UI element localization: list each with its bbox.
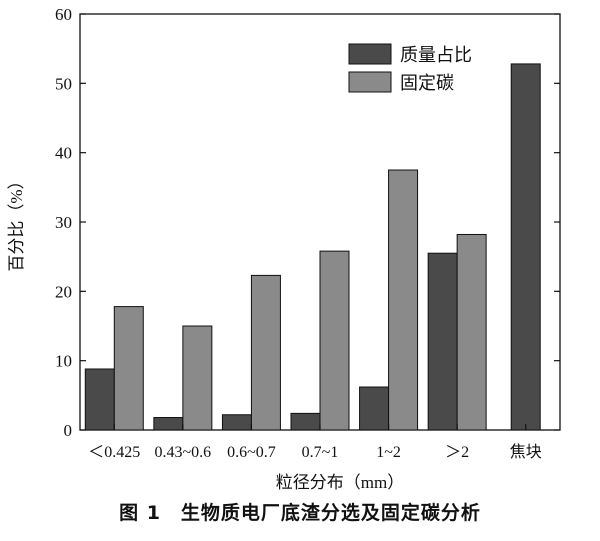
x-tick-label: 0.6~0.7	[227, 444, 276, 461]
x-tick-label: 焦块	[510, 443, 542, 461]
legend-swatch	[348, 43, 392, 65]
bar-mass-ratio	[427, 252, 458, 431]
y-tick-label: 30	[55, 213, 72, 232]
bar-mass-ratio	[510, 63, 541, 431]
y-tick-label: 60	[55, 5, 72, 24]
x-tick-label: 0.7~1	[302, 444, 339, 461]
bar-fixed-carbon	[388, 169, 419, 431]
bar-mass-ratio	[84, 368, 115, 431]
bar-mass-ratio	[221, 414, 252, 431]
x-tick-label: ＞2	[445, 444, 469, 461]
y-tick-label: 0	[64, 421, 73, 440]
bar-mass-ratio	[290, 412, 321, 431]
x-tick-label: 1~2	[376, 444, 401, 461]
y-tick-label: 10	[55, 352, 72, 371]
y-tick-label: 40	[55, 144, 72, 163]
bar-fixed-carbon	[250, 274, 281, 431]
legend-label: 质量占比	[400, 45, 472, 65]
x-tick-label: 0.43~0.6	[155, 444, 212, 461]
bar-fixed-carbon	[319, 250, 350, 431]
figure-caption: 图 1 生物质电厂底渣分选及固定碳分析	[119, 502, 481, 524]
y-axis-label: 百分比（%）	[7, 172, 26, 271]
bar-mass-ratio	[153, 417, 184, 431]
y-tick-label: 50	[55, 74, 72, 93]
bar-fixed-carbon	[182, 325, 213, 431]
x-tick-label: ＜0.425	[88, 444, 140, 461]
legend-label: 固定碳	[400, 73, 454, 93]
bars	[84, 63, 541, 431]
bar-fixed-carbon	[456, 233, 487, 431]
ticks: 0 10 20 30 40 50 60 ＜0.425 0.43~0.6 0.6~0.7 0.7~1 1…	[55, 5, 560, 461]
x-axis-label: 粒径分布（mm）	[276, 473, 404, 492]
legend-swatch	[348, 71, 392, 93]
bar-mass-ratio	[359, 386, 390, 431]
bar-fixed-carbon	[113, 306, 144, 431]
bar-chart: 0 10 20 30 40 50 60 ＜0.425 0.43~0.6 0.6~0.7 0.7~1 1…	[7, 5, 561, 492]
y-tick-label: 20	[55, 282, 72, 301]
